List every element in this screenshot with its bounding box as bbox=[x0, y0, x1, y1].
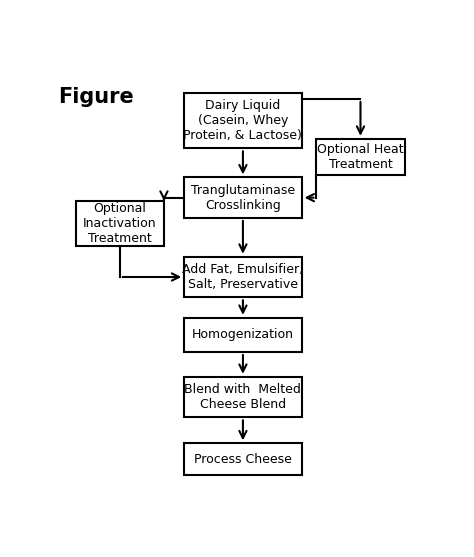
FancyBboxPatch shape bbox=[184, 177, 301, 218]
FancyBboxPatch shape bbox=[184, 377, 301, 417]
Text: Dairy Liquid
(Casein, Whey
Protein, & Lactose): Dairy Liquid (Casein, Whey Protein, & La… bbox=[183, 99, 302, 142]
Text: Add Fat, Emulsifier,
Salt, Preservative: Add Fat, Emulsifier, Salt, Preservative bbox=[182, 263, 303, 291]
FancyBboxPatch shape bbox=[184, 317, 301, 352]
Text: Optional
Inactivation
Treatment: Optional Inactivation Treatment bbox=[83, 202, 157, 245]
Text: Optional Heat
Treatment: Optional Heat Treatment bbox=[317, 143, 404, 171]
Text: Blend with  Melted
Cheese Blend: Blend with Melted Cheese Blend bbox=[184, 383, 301, 411]
FancyBboxPatch shape bbox=[184, 257, 301, 297]
FancyBboxPatch shape bbox=[76, 201, 164, 246]
FancyBboxPatch shape bbox=[184, 443, 301, 475]
FancyBboxPatch shape bbox=[316, 139, 405, 175]
Text: Figure: Figure bbox=[58, 87, 134, 107]
Text: Tranglutaminase
Crosslinking: Tranglutaminase Crosslinking bbox=[191, 184, 295, 212]
FancyBboxPatch shape bbox=[184, 92, 301, 148]
Text: Homogenization: Homogenization bbox=[192, 329, 294, 341]
Text: Process Cheese: Process Cheese bbox=[194, 453, 292, 466]
